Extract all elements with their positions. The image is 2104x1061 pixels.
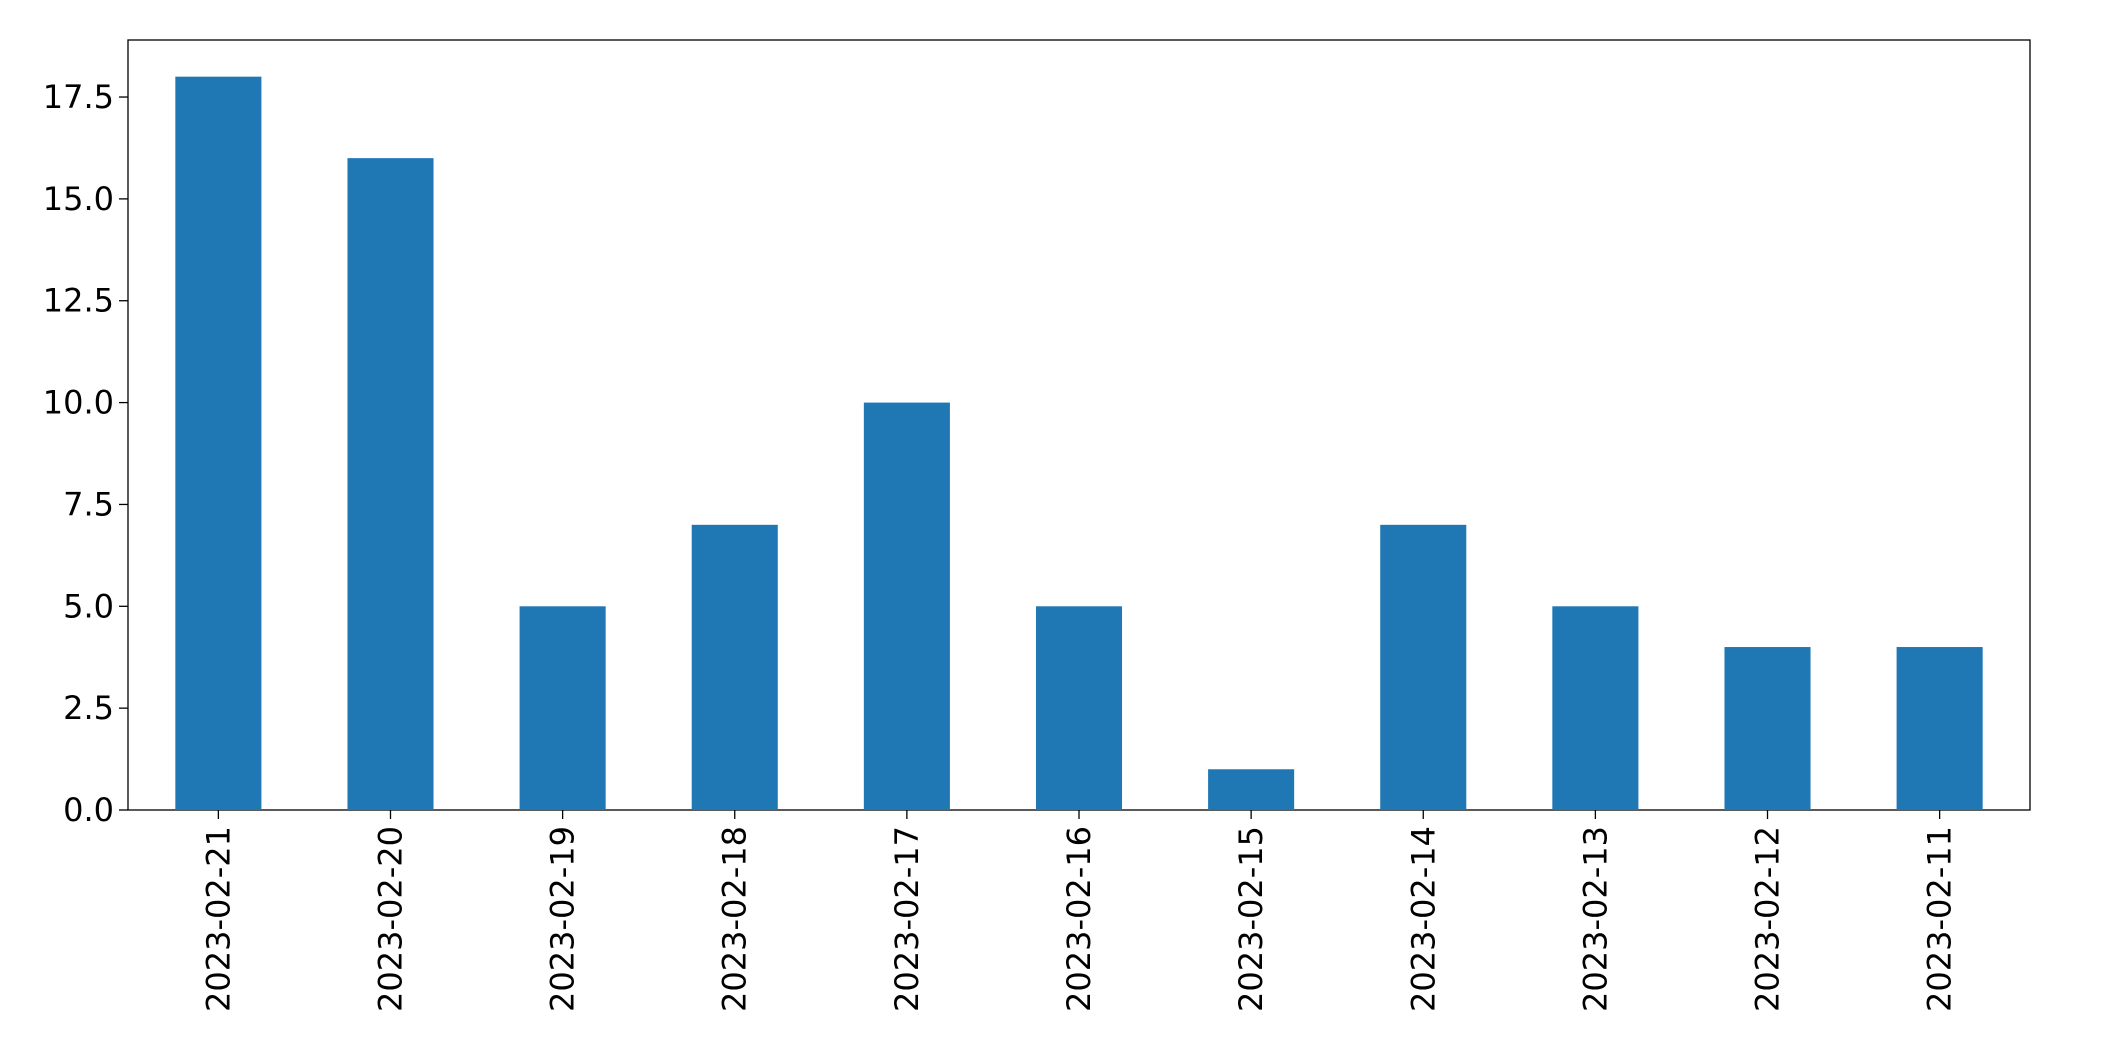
y-tick-label: 17.5 <box>43 78 114 116</box>
bar-2023-02-20 <box>347 158 434 811</box>
y-tick-label: 7.5 <box>63 485 114 523</box>
x-tick-label: 2023-02-13 <box>1576 826 1614 1012</box>
bar-2023-02-15 <box>1208 769 1295 810</box>
x-tick-label: 2023-02-17 <box>888 826 926 1012</box>
y-axis: 0.0 2.5 5.0 7.5 10.0 12.5 15.0 17.5 <box>43 78 128 829</box>
x-axis: 2023-02-21 2023-02-20 2023-02-19 2023-02-18… <box>199 810 1959 1012</box>
bar-2023-02-19 <box>519 606 606 810</box>
x-tick-label: 2023-02-15 <box>1232 826 1270 1012</box>
x-tick-label: 2023-02-18 <box>716 826 754 1012</box>
x-tick-label: 2023-02-21 <box>199 826 237 1012</box>
x-tick-label: 2023-02-19 <box>544 826 582 1012</box>
bars-layer <box>175 76 1983 811</box>
bar-2023-02-12 <box>1724 647 1811 810</box>
bar-2023-02-14 <box>1380 524 1467 810</box>
y-tick-label: 0.0 <box>63 791 114 829</box>
x-tick-label: 2023-02-16 <box>1060 826 1098 1012</box>
bar-2023-02-13 <box>1552 606 1639 810</box>
x-tick-label: 2023-02-14 <box>1404 826 1442 1012</box>
x-tick-label: 2023-02-12 <box>1749 826 1787 1012</box>
y-tick-label: 15.0 <box>43 180 114 218</box>
x-tick-label: 2023-02-20 <box>371 826 409 1012</box>
bar-2023-02-17 <box>863 402 950 810</box>
bar-2023-02-16 <box>1035 606 1123 810</box>
x-tick-label: 2023-02-11 <box>1921 826 1959 1012</box>
bar-2023-02-18 <box>691 524 778 810</box>
y-tick-label: 10.0 <box>43 384 114 422</box>
y-tick-label: 2.5 <box>63 689 114 727</box>
bar-2023-02-11 <box>1896 647 1983 810</box>
y-tick-label: 5.0 <box>63 587 114 625</box>
y-tick-label: 12.5 <box>43 282 114 320</box>
bar-2023-02-21 <box>175 76 262 810</box>
